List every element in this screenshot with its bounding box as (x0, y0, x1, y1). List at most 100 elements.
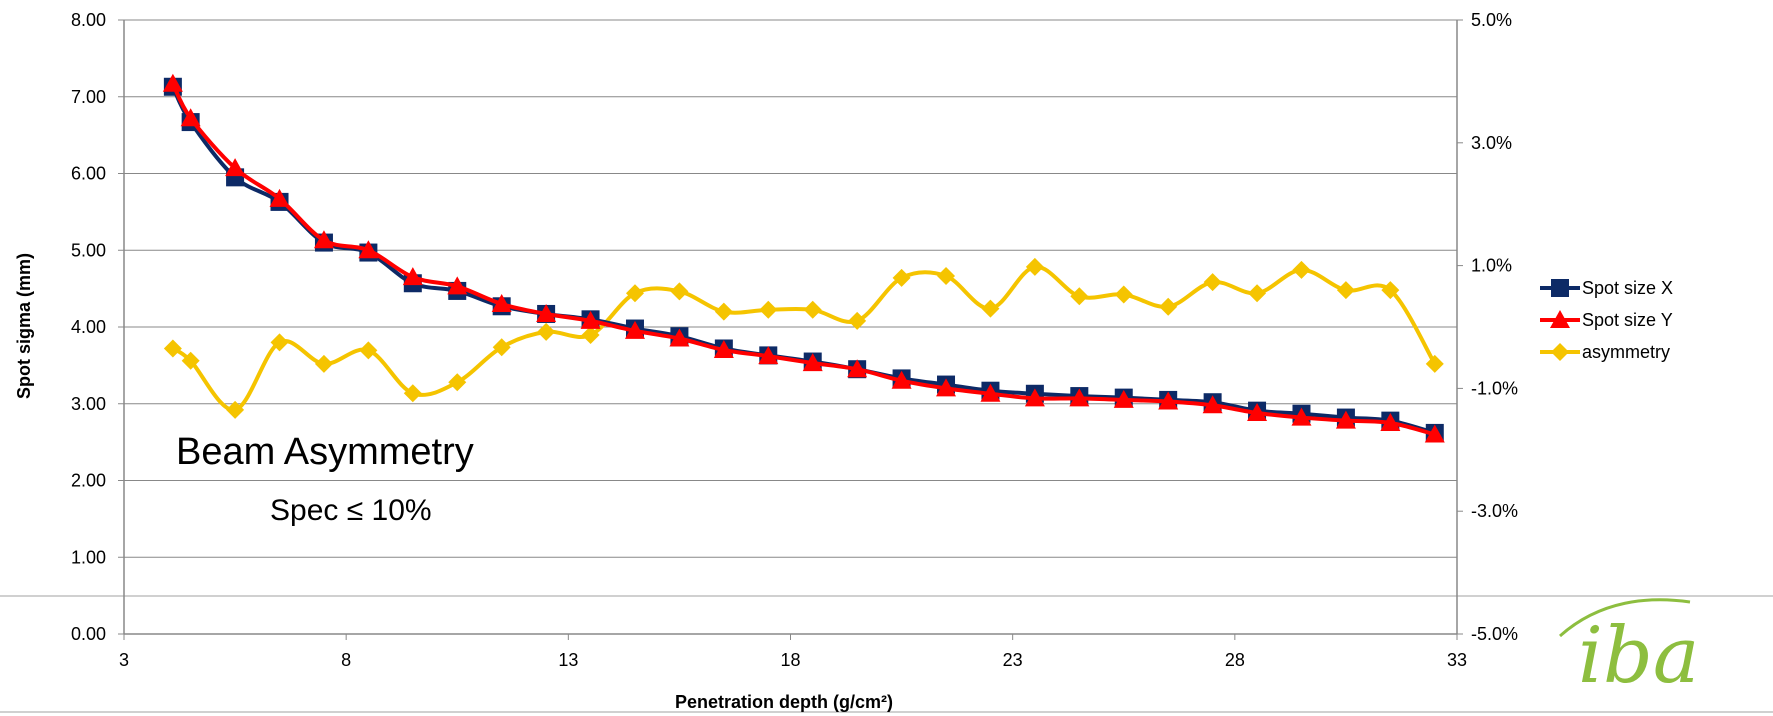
logo-swoosh (1558, 598, 1691, 638)
x-tick-label: 33 (1447, 650, 1467, 670)
annotation-title: Beam Asymmetry (176, 431, 474, 473)
y2-tick-label: 1.0% (1471, 256, 1512, 276)
data-point-asymmetry (714, 302, 733, 321)
y-tick-label: 2.00 (71, 471, 106, 491)
data-point-spot-size-y (447, 276, 468, 295)
data-point-spot-size-y (1291, 407, 1312, 426)
series-line-asymmetry (171, 264, 1437, 412)
y-tick-label: 8.00 (71, 10, 106, 30)
data-point-spot-size-y (162, 73, 183, 92)
logo-text: iba (1578, 611, 1699, 701)
data-point-spot-size-y (802, 353, 823, 372)
x-tick-label: 3 (119, 650, 129, 670)
x-tick-label: 13 (558, 650, 578, 670)
data-point-asymmetry (403, 384, 422, 403)
data-point-spot-size-y (313, 230, 334, 249)
data-point-asymmetry (492, 338, 511, 357)
data-point-spot-size-y (847, 359, 868, 378)
legend-marker-spot-size-y (1550, 310, 1570, 328)
data-point-spot-size-y (980, 383, 1001, 402)
data-point-spot-size-y (1424, 424, 1445, 443)
y-tick-label: 1.00 (71, 547, 106, 567)
y2-tick-label: -5.0% (1471, 624, 1518, 644)
x-tick-label: 28 (1225, 650, 1245, 670)
legend-label-spot-size-y: Spot size Y (1582, 310, 1673, 330)
data-point-spot-size-y (269, 188, 290, 207)
data-point-spot-size-y (491, 293, 512, 312)
data-point-spot-size-y (1069, 388, 1090, 407)
data-point-asymmetry (181, 351, 200, 370)
legend-marker-asymmetry (1551, 343, 1569, 361)
data-point-spot-size-y (1158, 391, 1179, 410)
x-tick-label: 23 (1003, 650, 1023, 670)
y-axis-title: Spot sigma (mm) (14, 253, 34, 399)
data-point-asymmetry (537, 322, 556, 341)
x-tick-label: 8 (341, 650, 351, 670)
y2-tick-label: 5.0% (1471, 10, 1512, 30)
data-point-asymmetry (270, 333, 289, 352)
data-point-spot-size-y (1113, 389, 1134, 408)
data-point-spot-size-y (1380, 412, 1401, 431)
data-point-asymmetry (1203, 273, 1222, 292)
series-spot-size-x (163, 77, 1444, 442)
x-tick-label: 18 (780, 650, 800, 670)
series-layer (162, 73, 1445, 443)
data-point-asymmetry (1159, 297, 1178, 316)
y-tick-label: 0.00 (71, 624, 106, 644)
data-point-asymmetry (625, 284, 644, 303)
data-point-spot-size-y (225, 158, 246, 177)
data-point-asymmetry (1025, 257, 1044, 276)
data-point-spot-size-y (536, 303, 557, 322)
data-point-spot-size-y (624, 320, 645, 339)
y2-tick-label: -3.0% (1471, 501, 1518, 521)
legend: Spot size X Spot size Y asymmetry (1540, 278, 1673, 362)
axes (118, 19, 1463, 640)
data-point-spot-size-y (1335, 410, 1356, 429)
y2-tick-label: 3.0% (1471, 133, 1512, 153)
data-point-asymmetry (981, 299, 1000, 318)
data-point-asymmetry (1336, 281, 1355, 300)
data-point-asymmetry (1292, 260, 1311, 279)
data-point-spot-size-y (1202, 395, 1223, 414)
data-point-spot-size-y (1024, 388, 1045, 407)
data-point-spot-size-y (669, 328, 690, 347)
data-point-asymmetry (1114, 285, 1133, 304)
data-point-spot-size-y (402, 267, 423, 286)
y-tick-label: 3.00 (71, 394, 106, 414)
data-point-spot-size-y (713, 340, 734, 359)
data-point-asymmetry (759, 300, 778, 319)
data-point-asymmetry (314, 354, 333, 373)
legend-label-spot-size-x: Spot size X (1582, 278, 1673, 298)
data-point-spot-size-y (358, 240, 379, 259)
data-point-asymmetry (359, 341, 378, 360)
data-point-spot-size-y (936, 378, 957, 397)
data-point-asymmetry (226, 400, 245, 419)
data-point-asymmetry (1070, 287, 1089, 306)
data-point-spot-size-y (580, 310, 601, 329)
data-point-asymmetry (581, 325, 600, 344)
y-tick-label: 7.00 (71, 87, 106, 107)
legend-item-spot-size-x: Spot size X (1540, 278, 1673, 298)
data-point-asymmetry (670, 282, 689, 301)
legend-marker-spot-size-x (1551, 279, 1569, 297)
data-point-asymmetry (803, 300, 822, 319)
data-point-asymmetry (1425, 354, 1444, 373)
data-point-asymmetry (892, 268, 911, 287)
data-point-asymmetry (448, 373, 467, 392)
y-tick-label: 4.00 (71, 317, 106, 337)
y-tick-label: 5.00 (71, 240, 106, 260)
data-point-asymmetry (1248, 284, 1267, 303)
legend-label-asymmetry: asymmetry (1582, 342, 1670, 362)
data-point-spot-size-y (180, 108, 201, 127)
data-point-spot-size-y (758, 346, 779, 365)
data-point-spot-size-y (891, 370, 912, 389)
data-point-asymmetry (937, 267, 956, 286)
legend-item-asymmetry: asymmetry (1540, 342, 1670, 362)
data-point-asymmetry (163, 339, 182, 358)
y2-tick-label: -1.0% (1471, 378, 1518, 398)
gridlines (124, 19, 1457, 558)
y-tick-label: 6.00 (71, 164, 106, 184)
data-point-asymmetry (1381, 281, 1400, 300)
legend-item-spot-size-y: Spot size Y (1540, 310, 1673, 330)
